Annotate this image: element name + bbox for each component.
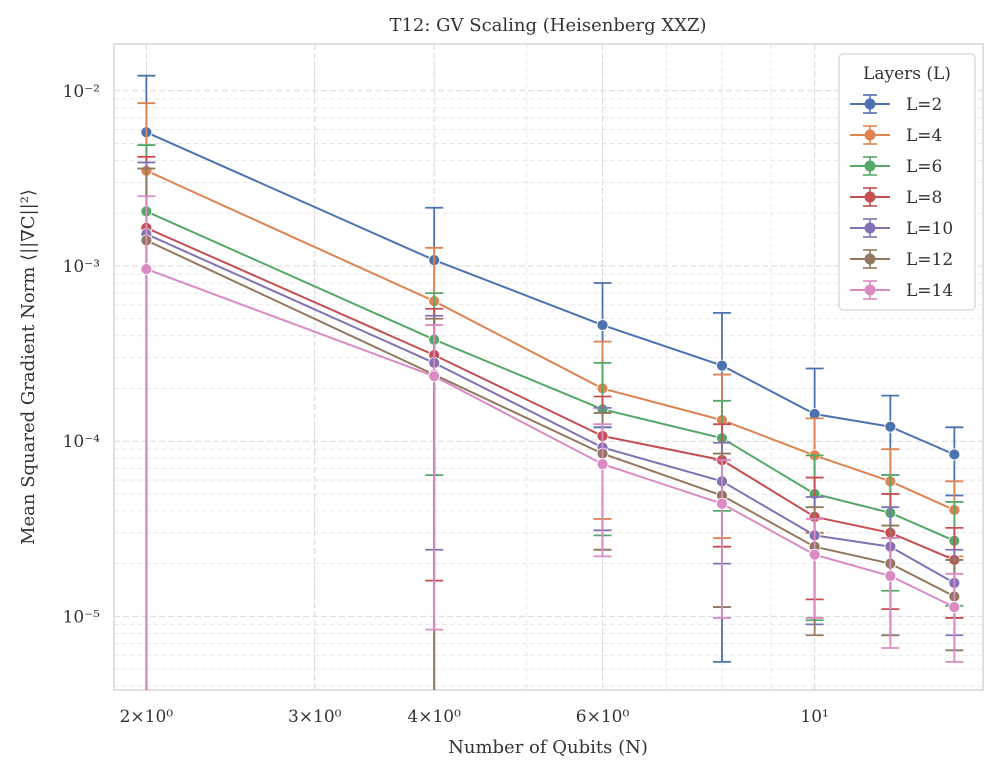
x-tick-labels: 2×10⁰ 3×10⁰ 4×10⁰ 6×10⁰ 10¹	[120, 707, 829, 727]
x-tick-label: 3×10⁰	[288, 707, 342, 727]
data-point	[428, 370, 441, 383]
legend-marker	[864, 253, 876, 265]
legend-marker	[864, 129, 876, 141]
legend-label: L=12	[906, 250, 953, 270]
plot-area	[113, 43, 984, 691]
data-point	[808, 548, 821, 561]
y-tick-labels: 10⁻⁵ 10⁻⁴ 10⁻³ 10⁻²	[63, 82, 101, 628]
data-point	[716, 497, 728, 510]
x-tick-label: 2×10⁰	[120, 707, 174, 727]
legend-label: L=6	[906, 157, 942, 177]
legend-item: L=10	[850, 218, 953, 239]
series-group	[137, 74, 964, 690]
x-tick-label: 10¹	[800, 707, 828, 727]
legend-marker	[864, 222, 876, 234]
legend: Layers (L) L=2 L=4 L=6 L=8 L=10 L=12 L=14	[838, 53, 976, 311]
legend-item: L=4	[850, 125, 942, 146]
legend-label: L=8	[906, 188, 942, 208]
series-L=14	[137, 195, 964, 690]
y-axis-label: Mean Squared Gradient Norm ⟨||∇C||²⟩	[18, 189, 39, 545]
data-point	[596, 319, 609, 331]
y-tick-label: 10⁻⁵	[63, 607, 101, 627]
data-point	[948, 601, 961, 613]
legend-marker	[864, 160, 876, 172]
legend-label: L=2	[906, 95, 942, 115]
legend-item: L=12	[850, 249, 953, 270]
data-point	[948, 448, 961, 461]
data-point	[596, 458, 609, 470]
x-axis-label: Number of Qubits (N)	[448, 737, 648, 758]
legend-label: L=4	[906, 126, 942, 146]
legend-marker	[864, 284, 876, 296]
legend-marker	[864, 98, 876, 110]
legend-items: L=2 L=4 L=6 L=8 L=10 L=12 L=14	[850, 94, 953, 301]
y-tick-label: 10⁻³	[63, 257, 100, 277]
chart-title: T12: GV Scaling (Heisenberg XXZ)	[389, 15, 706, 36]
legend-box	[838, 53, 976, 311]
data-point	[884, 570, 897, 582]
legend-item: L=6	[850, 156, 942, 177]
legend-title: Layers (L)	[863, 64, 951, 84]
legend-label: L=14	[906, 281, 953, 301]
x-tick-label: 6×10⁰	[576, 707, 630, 727]
legend-item: L=14	[850, 280, 953, 301]
y-tick-label: 10⁻⁴	[63, 432, 101, 452]
legend-item: L=8	[850, 187, 942, 208]
legend-item: L=2	[850, 94, 942, 115]
data-point	[716, 359, 728, 372]
legend-marker	[864, 191, 876, 203]
x-tick-label: 4×10⁰	[407, 707, 461, 727]
y-tick-label: 10⁻²	[63, 82, 100, 102]
data-point	[140, 263, 153, 276]
data-point	[884, 420, 897, 433]
legend-label: L=10	[906, 219, 953, 239]
